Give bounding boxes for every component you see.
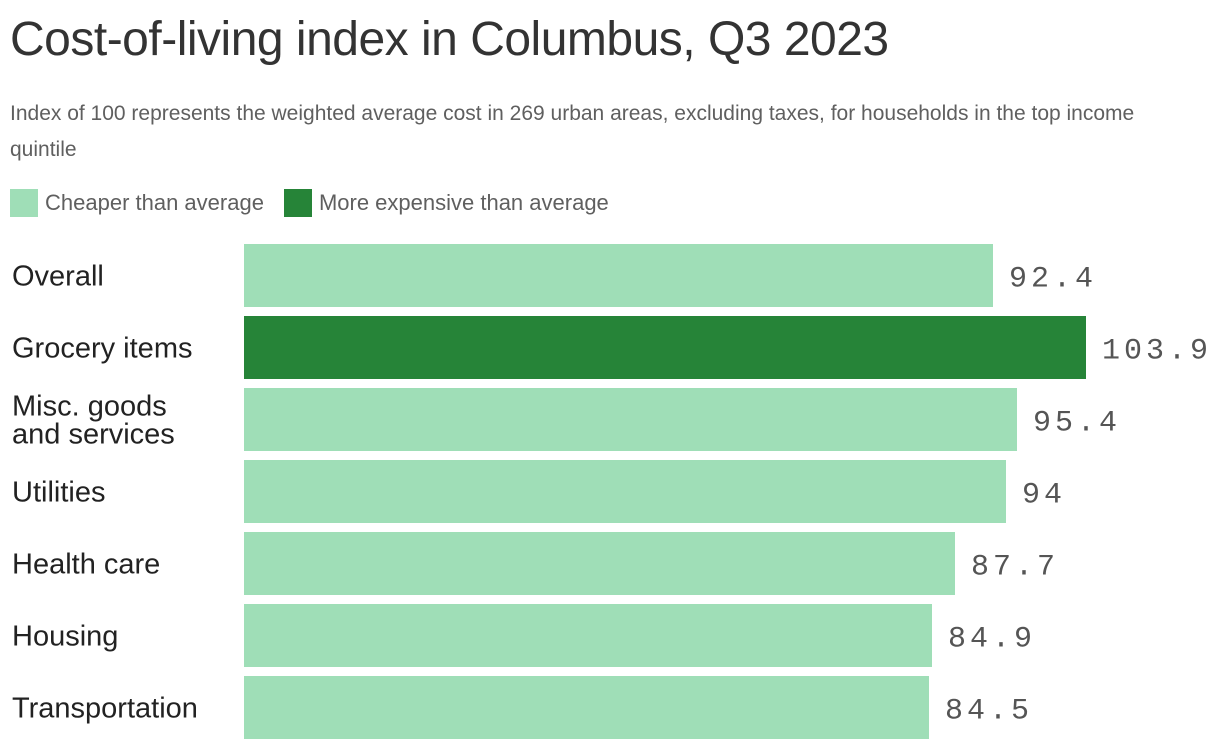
bar	[244, 532, 955, 595]
bar	[244, 316, 1086, 379]
category-label: Housing	[12, 621, 118, 653]
value-label: 84.9	[948, 623, 1036, 657]
legend: Cheaper than average More expensive than…	[10, 189, 629, 217]
category-label: Misc. goods and services	[12, 391, 175, 451]
legend-item-expensive: More expensive than average	[283, 189, 609, 217]
category-label: Grocery items	[12, 333, 192, 365]
value-label: 103.9	[1102, 335, 1212, 369]
category-label: Utilities	[12, 477, 105, 509]
bar	[244, 244, 993, 307]
category-label: Health care	[12, 549, 160, 581]
value-label: 95.4	[1033, 407, 1121, 441]
category-label: Overall	[12, 261, 104, 293]
bar	[244, 460, 1006, 523]
legend-label-cheaper: Cheaper than average	[45, 190, 264, 215]
legend-label-expensive: More expensive than average	[318, 190, 609, 215]
bar	[244, 676, 929, 739]
value-label: 92.4	[1009, 263, 1097, 297]
category-label: Transportation	[12, 693, 198, 725]
legend-item-cheaper: Cheaper than average	[10, 189, 264, 217]
bar	[244, 604, 932, 667]
chart-subtitle: Index of 100 represents the weighted ave…	[10, 102, 1135, 161]
value-label: 84.5	[945, 695, 1033, 729]
legend-swatch-expensive	[283, 189, 312, 217]
bar	[244, 388, 1017, 451]
chart-title: Cost-of-living index in Columbus, Q3 202…	[10, 13, 889, 66]
value-label: 87.7	[971, 551, 1059, 585]
value-label: 94	[1022, 479, 1066, 513]
legend-swatch-cheaper	[10, 189, 38, 217]
bar-chart: Overall 92.4 Grocery items 103.9 Misc. goods…	[12, 244, 1212, 739]
